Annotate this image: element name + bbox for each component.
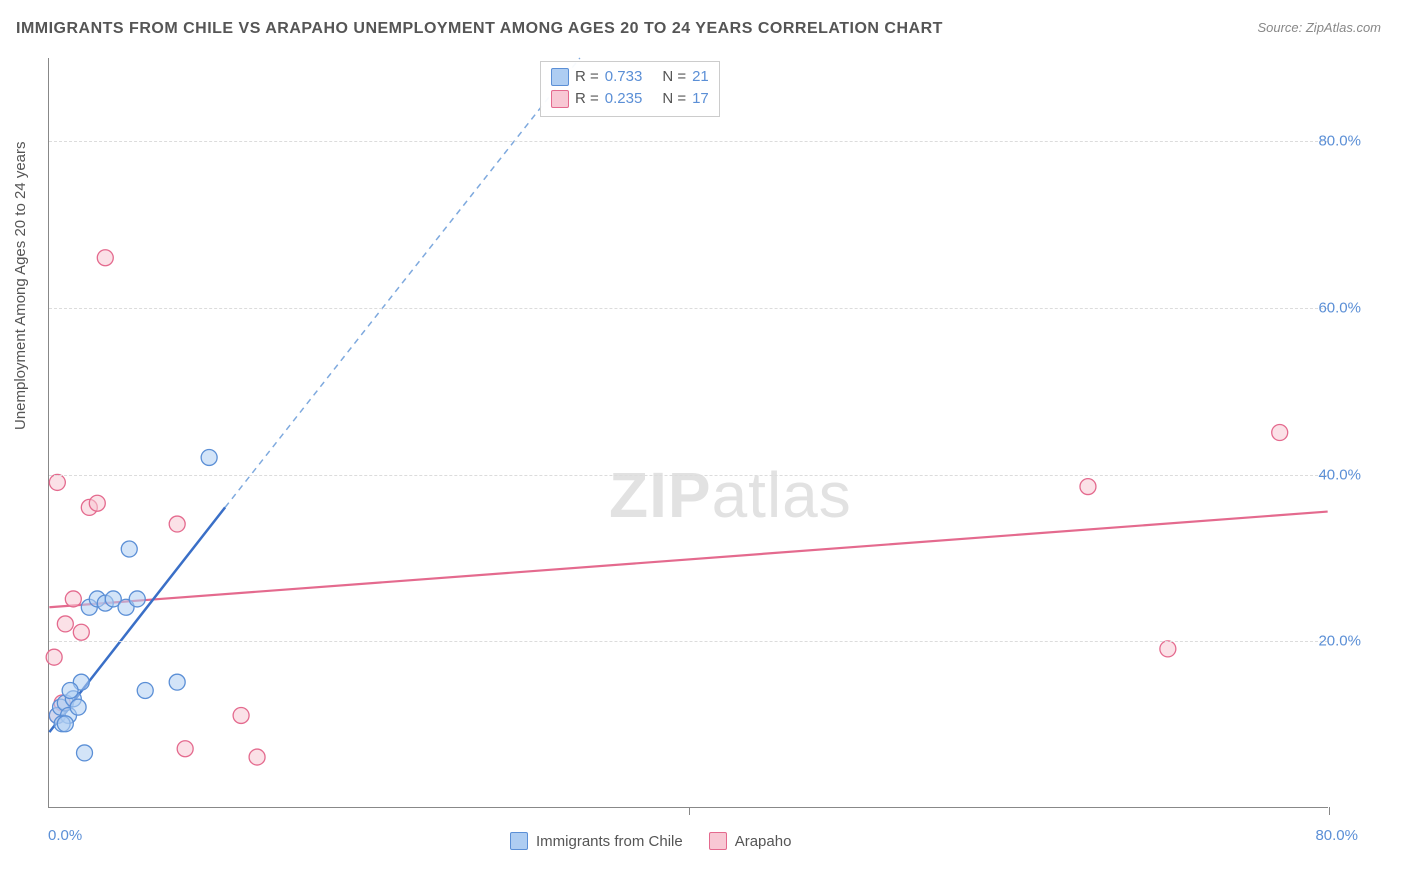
point-blue	[121, 541, 137, 557]
point-pink	[233, 707, 249, 723]
point-pink	[97, 250, 113, 266]
legend-series-label: Arapaho	[735, 833, 792, 850]
legend-swatch	[551, 68, 569, 86]
legend-n-label: N =	[662, 88, 686, 110]
legend-swatch	[510, 832, 528, 850]
legend-r-label: R =	[575, 88, 599, 110]
legend-n-value: 21	[692, 66, 709, 88]
y-tick-label: 40.0%	[1318, 466, 1361, 483]
point-pink	[65, 591, 81, 607]
point-pink	[249, 749, 265, 765]
gridline	[49, 475, 1328, 476]
point-pink	[89, 495, 105, 511]
point-pink	[73, 624, 89, 640]
point-pink	[1080, 479, 1096, 495]
point-pink	[1160, 641, 1176, 657]
point-blue	[70, 699, 86, 715]
x-tick-max: 80.0%	[1315, 827, 1358, 844]
plot-area: ZIPatlas	[48, 58, 1328, 808]
legend-r-value: 0.733	[605, 66, 643, 88]
point-pink	[57, 616, 73, 632]
point-blue	[137, 682, 153, 698]
point-blue	[169, 674, 185, 690]
x-tick-min: 0.0%	[48, 827, 82, 844]
chart-title: IMMIGRANTS FROM CHILE VS ARAPAHO UNEMPLO…	[16, 20, 943, 38]
legend-swatch	[551, 90, 569, 108]
trendline-blue-extrapolated	[225, 58, 580, 507]
point-pink	[46, 649, 62, 665]
chart-svg	[49, 58, 1328, 807]
y-tick-label: 60.0%	[1318, 300, 1361, 317]
x-tick	[689, 807, 690, 815]
y-tick-label: 20.0%	[1318, 633, 1361, 650]
gridline	[49, 141, 1328, 142]
legend-r-label: R =	[575, 66, 599, 88]
point-blue	[57, 716, 73, 732]
legend-n-value: 17	[692, 88, 709, 110]
legend-n-label: N =	[662, 66, 686, 88]
point-blue	[129, 591, 145, 607]
correlation-legend: R = 0.733 N = 21 R = 0.235 N = 17	[540, 61, 720, 117]
point-pink	[177, 741, 193, 757]
legend-swatch	[709, 832, 727, 850]
point-blue	[77, 745, 93, 761]
legend-r-value: 0.235	[605, 88, 643, 110]
point-blue	[201, 449, 217, 465]
point-pink	[1272, 425, 1288, 441]
trendline-pink	[49, 512, 1327, 608]
gridline	[49, 641, 1328, 642]
point-pink	[169, 516, 185, 532]
legend-row: R = 0.235 N = 17	[551, 88, 709, 110]
y-axis-label: Unemployment Among Ages 20 to 24 years	[12, 141, 29, 430]
x-tick	[1329, 807, 1330, 815]
point-blue	[62, 682, 78, 698]
point-pink	[49, 474, 65, 490]
legend-series-label: Immigrants from Chile	[536, 833, 683, 850]
y-tick-label: 80.0%	[1318, 133, 1361, 150]
source-label: Source: ZipAtlas.com	[1257, 20, 1381, 35]
gridline	[49, 308, 1328, 309]
series-legend: Immigrants from Chile Arapaho	[510, 832, 809, 850]
legend-row: R = 0.733 N = 21	[551, 66, 709, 88]
